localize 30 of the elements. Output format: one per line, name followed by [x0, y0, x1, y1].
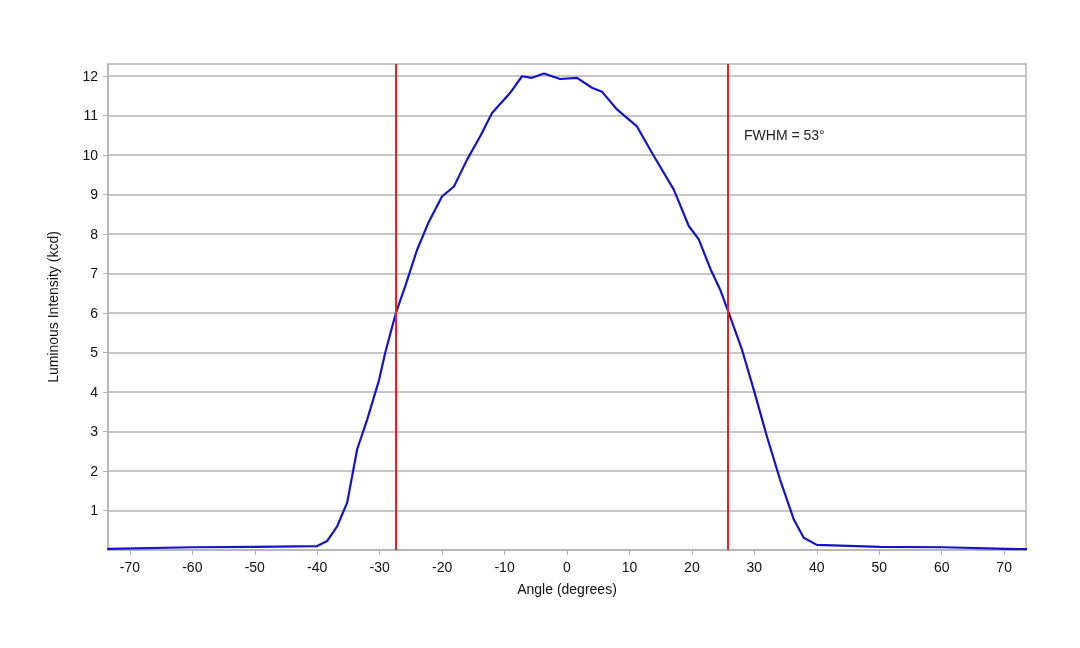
x-tick-label: -70 — [119, 559, 141, 575]
x-tick-label: -50 — [244, 559, 266, 575]
x-axis-title: Angle (degrees) — [517, 581, 617, 597]
x-tick-label: 30 — [746, 559, 763, 575]
x-tick-label: -20 — [431, 559, 453, 575]
x-tick-label: 70 — [996, 559, 1013, 575]
x-tick-label: 20 — [684, 559, 700, 575]
y-tick-label: 1 — [90, 502, 99, 519]
y-tick-label: 4 — [90, 383, 99, 400]
x-tick-label: -60 — [182, 559, 203, 575]
y-tick-label: 12 — [82, 67, 99, 84]
y-tick-label: 10 — [82, 146, 99, 163]
x-tick-label: 50 — [871, 559, 888, 575]
x-tick-label: 10 — [621, 559, 638, 575]
y-tick-label: 7 — [90, 265, 99, 282]
y-tick-label: 8 — [90, 225, 99, 242]
x-tick-label: 0 — [563, 559, 572, 575]
y-tick-label: 3 — [90, 423, 99, 440]
y-tick-label: 9 — [90, 186, 99, 203]
x-tick-label: -40 — [307, 559, 328, 575]
x-tick-label: -10 — [494, 559, 515, 575]
x-tick-label: 60 — [933, 559, 950, 575]
x-tick-label: 40 — [809, 559, 825, 575]
y-tick-label: 6 — [90, 304, 99, 321]
y-tick-label: 5 — [90, 344, 99, 361]
y-tick-label: 11 — [83, 107, 99, 124]
x-tick-label: -30 — [369, 559, 390, 575]
y-axis-title: Luminous Intensity (kcd) — [45, 231, 61, 383]
annotation: FWHM = 53° — [744, 127, 825, 143]
y-tick-label: 2 — [90, 462, 99, 479]
